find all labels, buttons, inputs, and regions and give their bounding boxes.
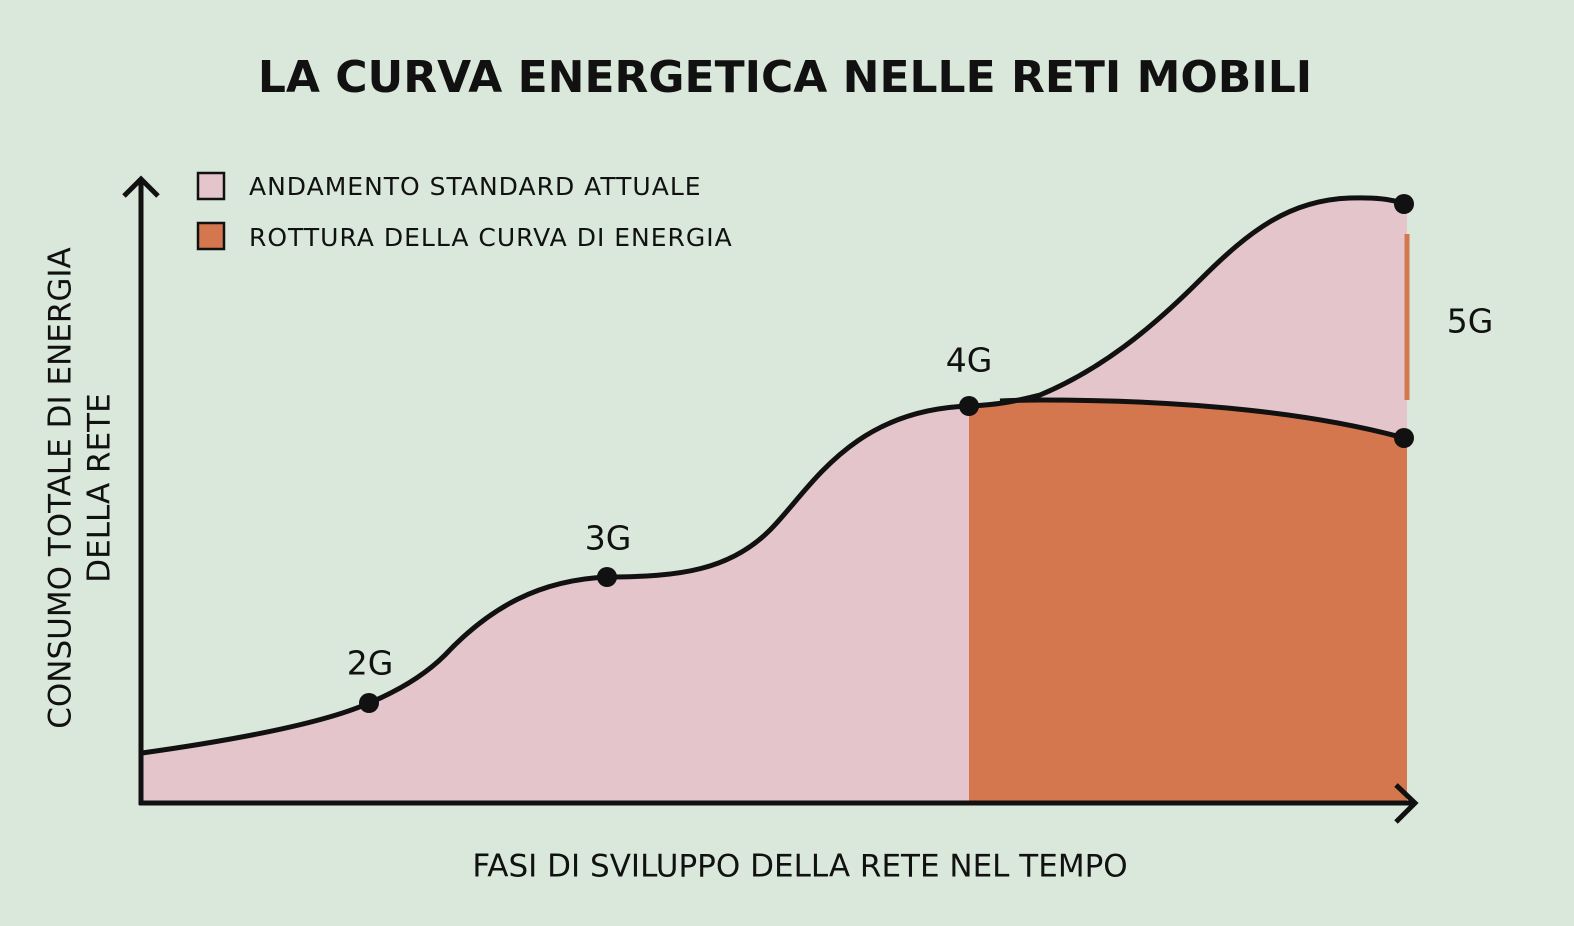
point	[1394, 428, 1414, 448]
break-curve	[999, 397, 1405, 441]
stage-label: 5G	[1447, 302, 1494, 341]
legend-swatch	[196, 221, 226, 251]
point	[959, 396, 979, 416]
legend-swatch	[196, 171, 226, 201]
stage-label: 4G	[946, 341, 993, 380]
point	[359, 693, 379, 713]
legend-label: ANDAMENTO STANDARD ATTUALE	[249, 172, 702, 201]
y-axis	[122, 175, 160, 805]
y-axis-label: CONSUMO TOTALE DI ENERGIA	[43, 247, 79, 729]
x-axis-label: FASI DI SVILUPPO DELLA RETE NEL TEMPO	[472, 849, 1127, 885]
x-axis	[139, 783, 1419, 824]
title: LA CURVA ENERGETICA NELLE RETI MOBILI	[258, 52, 1312, 103]
stage-label: 3G	[585, 519, 632, 558]
point	[597, 567, 617, 587]
standard-curve	[141, 195, 1406, 756]
legend-label: ROTTURA DELLA CURVA DI ENERGIA	[249, 223, 733, 252]
break-area	[969, 400, 1407, 803]
stage-label: 2G	[347, 644, 394, 683]
point	[1394, 194, 1414, 214]
y-axis-label: DELLA RETE	[82, 393, 118, 582]
